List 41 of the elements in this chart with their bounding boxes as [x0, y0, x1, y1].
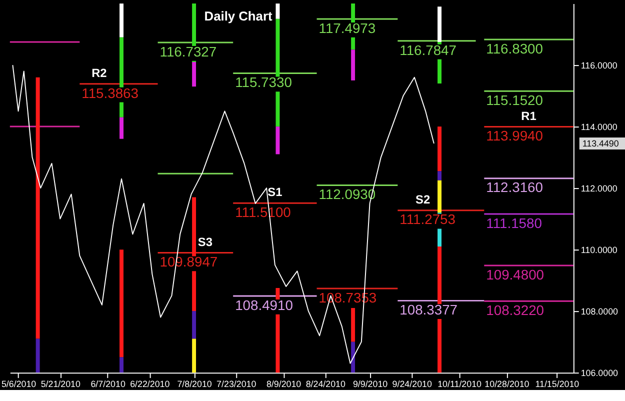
annotation: S3	[198, 234, 213, 249]
x-tick-label: 8/24/2010	[306, 378, 346, 389]
x-tick-label: 6/7/2010	[90, 378, 126, 389]
x-tick-label: 11/15/2010	[535, 378, 580, 389]
x-tick-label: 5/21/2010	[40, 378, 80, 389]
x-tick-label: 9/24/2010	[392, 378, 432, 389]
y-tick-label: 110.0000	[580, 245, 618, 256]
data-label: 115.7330	[235, 74, 292, 90]
data-label: 108.3377	[400, 302, 458, 318]
annotation: R1	[521, 108, 537, 123]
text: 113.4490	[582, 138, 619, 148]
chart-title: Daily Chart	[204, 8, 273, 24]
data-label: 111.2753	[400, 211, 456, 228]
data-label: 115.1520	[486, 92, 544, 108]
data-label: 116.7327	[160, 43, 217, 60]
data-label: 115.3863	[82, 84, 139, 101]
data-label: 113.9940	[486, 128, 544, 144]
x-tick-label: 10/11/2010	[438, 378, 482, 389]
data-label: 112.3160	[486, 179, 544, 196]
x-tick-label: 8/9/2010	[266, 378, 302, 389]
data-label: 117.4973	[318, 20, 376, 36]
annotation: S2	[416, 192, 430, 206]
annotation: S1	[268, 185, 283, 200]
annotation: R2	[92, 66, 108, 80]
x-tick-label: 5/6/2010	[1, 378, 36, 389]
y-tick-label: 108.0000	[580, 306, 618, 317]
x-tick-label: 10/28/2010	[484, 378, 530, 389]
data-label: 111.1580	[486, 214, 542, 231]
y-tick-label: 106.0000	[580, 368, 618, 378]
data-label: 116.8300	[486, 40, 544, 56]
data-label: 108.4910	[235, 296, 294, 313]
x-tick-label: 6/22/2010	[130, 378, 170, 389]
y-tick-label: 116.0000	[580, 60, 618, 71]
x-tick-label: 9/9/2010	[352, 378, 388, 389]
x-tick-label: 7/8/2010	[177, 378, 212, 389]
y-tick-label: 114.0000	[580, 122, 618, 132]
data-label: 109.4800	[486, 266, 544, 282]
x-tick-label: 7/23/2010	[216, 378, 256, 389]
data-label: 108.3220	[486, 302, 544, 318]
y-tick-label: 112.0000	[580, 184, 618, 194]
data-label: 116.7847	[400, 42, 457, 58]
